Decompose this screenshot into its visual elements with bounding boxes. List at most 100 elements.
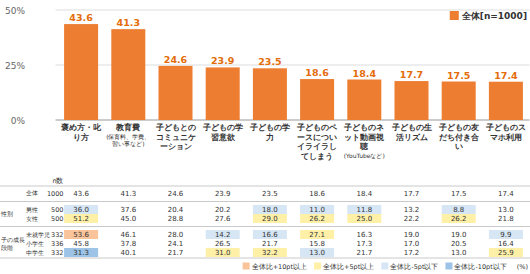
table-cell: 37.6: [121, 206, 137, 214]
data-label: 17.5: [447, 70, 470, 81]
row-n: 500: [51, 206, 63, 214]
group-label: 性別: [1, 205, 26, 223]
table-rule: [0, 258, 530, 259]
bar: [64, 24, 98, 120]
table-cell: 31.3: [73, 249, 89, 257]
y-tick-label: 0%: [11, 116, 26, 126]
table-cell: 26.5: [215, 240, 231, 248]
table-cell: 13.0: [309, 249, 325, 257]
table-cell: 18.6: [309, 190, 325, 198]
table-cell: 51.2: [73, 215, 89, 223]
table-cell: 37.8: [121, 240, 137, 248]
row-label: 全体: [26, 189, 38, 196]
table-cell: 27.6: [215, 215, 231, 223]
table-cell: 21.7: [262, 240, 278, 248]
table-cell: 53.6: [73, 231, 89, 239]
row-n: 332: [51, 249, 63, 257]
table-cell: 25.9: [498, 249, 514, 257]
table-cell: 16.4: [498, 240, 514, 248]
table-legend-swatch: [445, 263, 452, 270]
category-label: 子どもの友だち付き合い: [436, 123, 482, 152]
table-cell: 21.7: [168, 249, 184, 257]
row-label: 未就学児: [26, 231, 50, 238]
bar: [206, 67, 240, 120]
table-cell: 21.7: [357, 249, 373, 257]
table-cell: 17.5: [451, 190, 467, 198]
unit-label: (%): [517, 263, 528, 271]
table-cell: 14.2: [215, 231, 231, 239]
table-cell: 23.5: [262, 190, 278, 198]
table-legend-swatch: [381, 263, 388, 270]
table-cell: 28.0: [168, 231, 184, 239]
row-label: 男性: [26, 206, 38, 213]
row-n: 336: [51, 240, 63, 248]
table-cell: 24.1: [168, 240, 184, 248]
cell-highlight: [64, 214, 98, 223]
table-cell: 20.2: [215, 206, 231, 214]
table-cell: 25.0: [357, 215, 373, 223]
table-cell: 17.2: [404, 249, 420, 257]
cell-highlight: [300, 214, 334, 223]
bar: [300, 79, 334, 120]
data-label: 43.6: [69, 12, 93, 23]
row-n: 500: [51, 215, 63, 223]
table-cell: 13.2: [404, 206, 420, 214]
bar: [395, 81, 429, 120]
table-cell: 29.0: [262, 215, 278, 223]
group-label: 子の成長段階: [1, 230, 26, 257]
table-cell: 27.1: [309, 231, 325, 239]
data-label: 41.3: [117, 17, 140, 28]
category-label: 子どものネット動画視聴(YouTubeなど): [341, 123, 387, 159]
data-label: 23.5: [258, 56, 281, 67]
table-cell: 45.8: [73, 240, 89, 248]
cell-highlight: [489, 230, 523, 239]
cell-highlight: [64, 248, 98, 257]
grid-line: [56, 10, 530, 11]
bar: [111, 29, 145, 120]
table-legend-label: 全体比+10pt以上: [252, 263, 307, 271]
chart-root: 0%25%50%43.641.324.623.923.518.618.417.7…: [0, 0, 530, 274]
cell-highlight: [253, 205, 287, 214]
data-label: 18.6: [305, 67, 329, 78]
table-cell: 16.6: [262, 231, 278, 239]
table-cell: 20.5: [451, 240, 467, 248]
table-legend-label: 全体比-5pt以下: [390, 263, 438, 271]
table-cell: 19.0: [404, 231, 420, 239]
row-n: 1000: [47, 190, 64, 198]
table-cell: 11.0: [309, 206, 325, 214]
cell-highlight: [442, 214, 476, 223]
bar: [159, 66, 193, 120]
cell-highlight: [442, 205, 476, 214]
table-cell: 26.2: [309, 215, 325, 223]
category-label: 褒め方・叱り方: [58, 123, 104, 142]
table-cell: 18.4: [357, 190, 373, 198]
data-label: 17.4: [494, 70, 518, 81]
row-label: 女性: [26, 215, 38, 222]
table-cell: 46.1: [121, 231, 137, 239]
table-cell: 31.0: [215, 249, 231, 257]
category-label: 子どもとのコミュニケーション: [153, 123, 199, 152]
table-cell: 17.0: [404, 240, 420, 248]
table-cell: 28.8: [168, 215, 184, 223]
table-cell: 26.2: [451, 215, 467, 223]
table-cell: 20.4: [168, 206, 184, 214]
table-cell: 21.8: [498, 215, 514, 223]
table-rule: [0, 226, 530, 227]
row-label: 小学生: [26, 240, 44, 247]
cell-highlight: [300, 205, 334, 214]
table-legend-swatch: [314, 263, 321, 270]
n-header: n数: [52, 177, 63, 185]
cell-highlight: [253, 248, 287, 257]
cell-highlight: [300, 230, 334, 239]
y-tick-label: 25%: [5, 61, 25, 71]
table-cell: 19.0: [451, 231, 467, 239]
table-cell: 17.7: [404, 190, 420, 198]
cell-highlight: [206, 230, 240, 239]
table-legend-label: 全体比+5pt以上: [323, 263, 374, 271]
table-cell: 13.0: [498, 206, 514, 214]
category-label: 教育費(保育料、学費、習い事など): [105, 123, 151, 147]
table-legend-label: 全体比-10pt以下: [454, 263, 506, 271]
cell-highlight: [253, 230, 287, 239]
cell-highlight: [253, 214, 287, 223]
table-rule: [0, 186, 530, 187]
